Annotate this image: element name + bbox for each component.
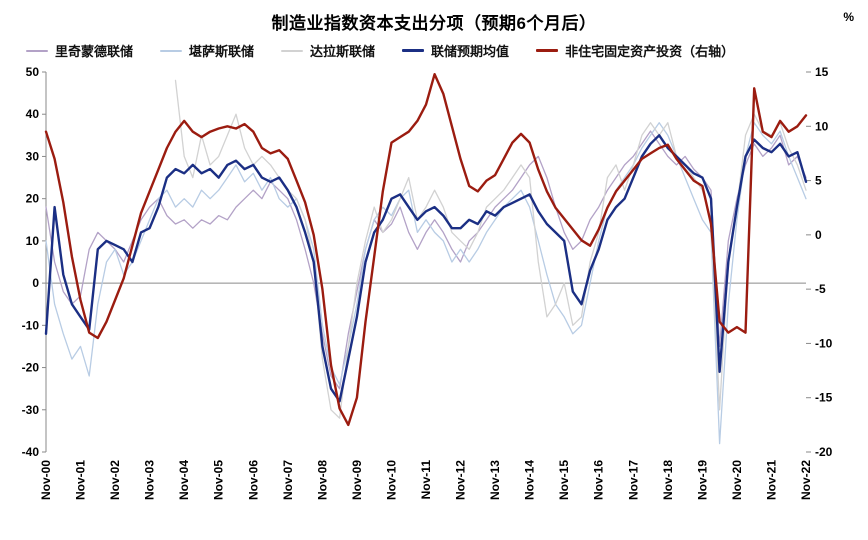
legend-swatch-fed-mean — [402, 49, 425, 52]
x-axis-tick-label: Nov-11 — [419, 460, 433, 500]
left-axis-tick-label: 10 — [26, 234, 40, 248]
right-axis-tick-label: 0 — [815, 228, 822, 242]
right-axis-tick-label: 5 — [815, 174, 822, 188]
chart-title: 制造业指数资本支出分项（预期6个月后） — [271, 14, 597, 33]
x-axis-tick-label: Nov-00 — [39, 460, 53, 500]
legend-swatch-kansas — [160, 49, 183, 52]
x-axis-tick-label: Nov-07 — [281, 460, 295, 500]
x-axis-tick-label: Nov-18 — [661, 460, 675, 500]
right-axis-tick-label: -5 — [815, 282, 826, 296]
legend-label-richmond: 里奇蒙德联储 — [55, 44, 134, 59]
left-axis-tick-label: 20 — [26, 192, 40, 206]
legend-label-fed-mean: 联储预期均值 — [431, 44, 510, 59]
x-axis-tick-label: Nov-12 — [454, 460, 468, 500]
series-line-richmond — [45, 130, 807, 390]
x-axis-tick-label: Nov-10 — [384, 460, 398, 500]
right-axis-tick-label: -10 — [815, 336, 833, 350]
left-axis-tick-label: -40 — [22, 445, 40, 459]
x-axis-tick-label: Nov-01 — [74, 460, 88, 500]
x-axis-tick-label: Nov-20 — [730, 460, 744, 500]
x-axis-tick-label: Nov-14 — [523, 460, 537, 500]
right-axis-tick-label: -15 — [815, 391, 833, 405]
left-axis-tick-label: -20 — [22, 361, 40, 375]
legend-swatch-dallas — [281, 49, 304, 52]
left-axis-tick-label: -30 — [22, 403, 40, 417]
x-axis-tick-label: Nov-03 — [143, 460, 157, 500]
x-axis-tick-label: Nov-19 — [695, 460, 709, 500]
right-axis-tick-label: 10 — [815, 119, 829, 133]
legend-item-dallas: 达拉斯联储 — [281, 41, 375, 60]
x-axis-tick-label: Nov-09 — [350, 460, 364, 500]
x-axis-tick-label: Nov-17 — [626, 460, 640, 500]
series-line-fed-mean — [44, 134, 808, 403]
x-axis-tick-label: Nov-15 — [557, 460, 571, 500]
legend-label-nonres-fai: 非住宅固定资产投资（右轴） — [565, 44, 735, 59]
x-axis-tick-label: Nov-13 — [488, 460, 502, 500]
left-axis-tick-label: 30 — [26, 149, 40, 163]
x-axis-tick-label: Nov-08 — [315, 460, 329, 500]
x-axis-tick-label: Nov-05 — [212, 460, 226, 500]
x-axis-tick-label: Nov-22 — [799, 460, 813, 500]
legend-item-fed-mean: 联储预期均值 — [402, 41, 509, 60]
left-axis-tick-label: 40 — [26, 107, 40, 121]
x-axis-tick-label: Nov-16 — [592, 460, 606, 500]
legend-swatch-nonres-fai — [536, 49, 559, 52]
legend-item-kansas: 堪萨斯联储 — [160, 41, 254, 60]
x-axis-tick-label: Nov-04 — [177, 460, 191, 500]
legend-label-dallas: 达拉斯联储 — [310, 44, 376, 59]
x-axis-tick-label: Nov-21 — [764, 460, 778, 500]
legend-item-nonres-fai: 非住宅固定资产投资（右轴） — [536, 41, 734, 60]
legend-swatch-richmond — [26, 49, 48, 52]
series-line-nonres-fai — [44, 73, 808, 427]
x-axis-tick-label: Nov-02 — [108, 460, 122, 500]
right-axis-unit-label: % — [843, 10, 854, 24]
legend-item-richmond: 里奇蒙德联储 — [26, 41, 133, 60]
x-axis-tick-label: Nov-06 — [246, 460, 260, 500]
legend: 里奇蒙德联储 堪萨斯联储 达拉斯联储 联储预期均值 非住宅固定资产投资（右轴） — [26, 41, 862, 60]
legend-label-kansas: 堪萨斯联储 — [189, 44, 255, 59]
left-axis-tick-label: -10 — [22, 318, 40, 332]
right-axis-tick-label: 15 — [815, 65, 829, 79]
left-axis-tick-label: 0 — [32, 276, 39, 290]
left-axis-tick-label: 50 — [26, 65, 40, 79]
right-axis-tick-label: -20 — [815, 445, 833, 459]
